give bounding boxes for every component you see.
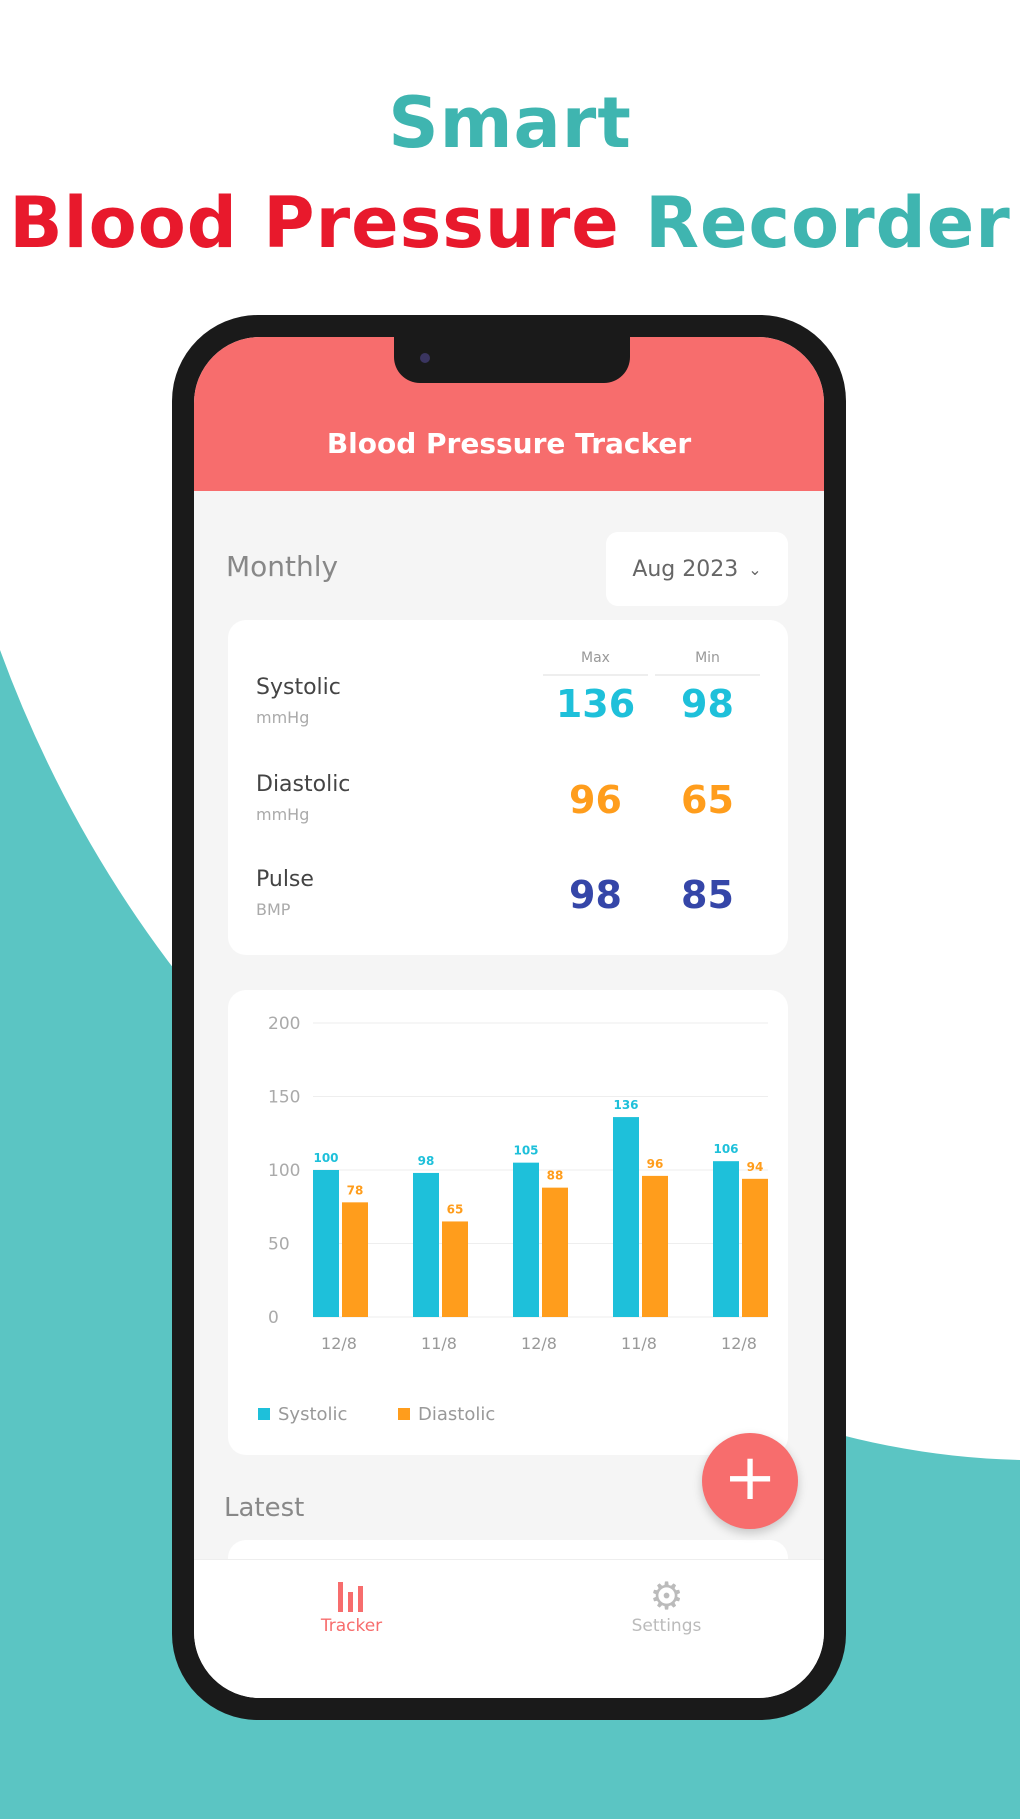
x-tick-label: 12/8 [721,1334,757,1353]
pulse-min: 85 [681,873,734,917]
y-tick-label: 100 [268,1161,300,1181]
headline-red: Blood Pressure [9,182,620,264]
gear-icon: ⚙ [649,1574,684,1618]
stats-card: Max Min Systolic mmHg 136 98 Diastolic m… [228,620,788,955]
bar-value-label: 105 [513,1144,538,1158]
pulse-label: Pulse [256,867,314,892]
notch [394,337,630,383]
diastolic-label: Diastolic [256,772,351,797]
bar-systolic[interactable] [613,1117,639,1317]
bottom-nav: Tracker ⚙ Settings [194,1559,824,1698]
month-select[interactable]: Aug 2023 ⌄ [606,532,788,606]
diastolic-min: 65 [681,778,734,822]
diastolic-unit: mmHg [256,805,310,824]
systolic-min: 98 [681,682,734,726]
x-tick-label: 11/8 [621,1334,657,1353]
bar-value-label: 100 [313,1151,338,1165]
pulse-max: 98 [569,873,622,917]
app-title: Blood Pressure Tracker [326,427,692,460]
nav-tracker[interactable]: Tracker [194,1560,509,1698]
bar-diastolic[interactable] [642,1175,668,1317]
nav-tracker-label: Tracker [320,1616,383,1636]
bar-value-label: 106 [713,1142,738,1156]
systolic-max: 136 [555,682,636,726]
col-min: Min [655,650,760,676]
bar-systolic[interactable] [413,1172,439,1317]
pulse-unit: BMP [256,900,291,919]
bar-diastolic[interactable] [742,1178,768,1317]
bar-systolic[interactable] [313,1170,339,1317]
bar-diastolic[interactable] [542,1187,568,1317]
bar-chart-icon [337,1582,363,1612]
y-tick-label: 200 [268,1014,300,1034]
y-tick-label: 150 [268,1088,300,1108]
bar-value-label: 94 [747,1160,764,1174]
nav-settings-label: Settings [631,1616,702,1636]
bar-diastolic[interactable] [442,1221,468,1317]
bar-value-label: 136 [613,1098,638,1112]
headline-title: Blood Pressure Recorder [0,182,1020,264]
headline-smart: Smart [388,82,632,164]
legend-swatch [258,1408,270,1420]
bar-value-label: 98 [418,1154,435,1168]
add-record-button[interactable]: + [702,1433,798,1529]
y-tick-label: 50 [268,1235,290,1255]
x-tick-label: 11/8 [421,1334,457,1353]
nav-settings[interactable]: ⚙ Settings [509,1560,824,1698]
month-value: Aug 2023 [632,556,739,582]
x-tick-label: 12/8 [321,1334,357,1353]
bar-systolic[interactable] [513,1162,539,1317]
bar-value-label: 96 [647,1157,664,1171]
latest-label: Latest [224,1493,305,1523]
diastolic-max: 96 [569,778,622,822]
bar-value-label: 88 [547,1169,564,1183]
bar-chart: 0 50 100 150 200 100 78 12/8 98 65 11/8 105 88 12/8 13… [258,1014,768,1425]
systolic-label: Systolic [256,675,341,700]
bar-value-label: 78 [347,1183,364,1197]
bar-value-label: 65 [447,1202,464,1216]
legend-swatch [398,1408,410,1420]
systolic-unit: mmHg [256,708,310,727]
phone-frame: Blood Pressure Tracker Monthly Aug 2023 ⌄… [172,315,846,1720]
legend-label: Systolic [278,1404,347,1425]
camera-icon [420,353,430,363]
y-tick-label: 0 [268,1308,279,1328]
col-max: Max [543,650,648,676]
chart-card: 0 50 100 150 200 100 78 12/8 98 65 11/8 105 88 12/8 13… [228,990,788,1455]
chevron-down-icon: ⌄ [748,559,762,579]
phone-screen: Blood Pressure Tracker Monthly Aug 2023 ⌄… [194,337,824,1698]
bar-diastolic[interactable] [342,1202,368,1317]
bar-systolic[interactable] [713,1161,739,1317]
legend-label: Diastolic [418,1404,495,1425]
headline-teal: Recorder [645,182,1011,264]
period-label: Monthly [226,550,339,583]
x-tick-label: 12/8 [521,1334,557,1353]
